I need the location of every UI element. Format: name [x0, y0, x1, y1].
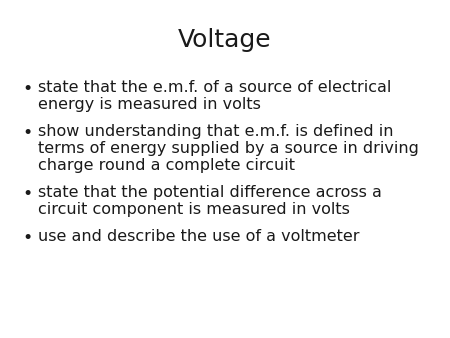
- Text: state that the e.m.f. of a source of electrical: state that the e.m.f. of a source of ele…: [38, 80, 392, 95]
- Text: charge round a complete circuit: charge round a complete circuit: [38, 158, 295, 173]
- Text: circuit component is measured in volts: circuit component is measured in volts: [38, 202, 350, 217]
- Text: •: •: [22, 80, 32, 98]
- Text: energy is measured in volts: energy is measured in volts: [38, 97, 261, 112]
- Text: •: •: [22, 185, 32, 203]
- Text: state that the potential difference across a: state that the potential difference acro…: [38, 185, 382, 200]
- Text: Voltage: Voltage: [178, 28, 272, 52]
- Text: •: •: [22, 124, 32, 142]
- Text: •: •: [22, 229, 32, 247]
- Text: use and describe the use of a voltmeter: use and describe the use of a voltmeter: [38, 229, 360, 244]
- Text: terms of energy supplied by a source in driving: terms of energy supplied by a source in …: [38, 141, 419, 156]
- Text: show understanding that e.m.f. is defined in: show understanding that e.m.f. is define…: [38, 124, 393, 139]
